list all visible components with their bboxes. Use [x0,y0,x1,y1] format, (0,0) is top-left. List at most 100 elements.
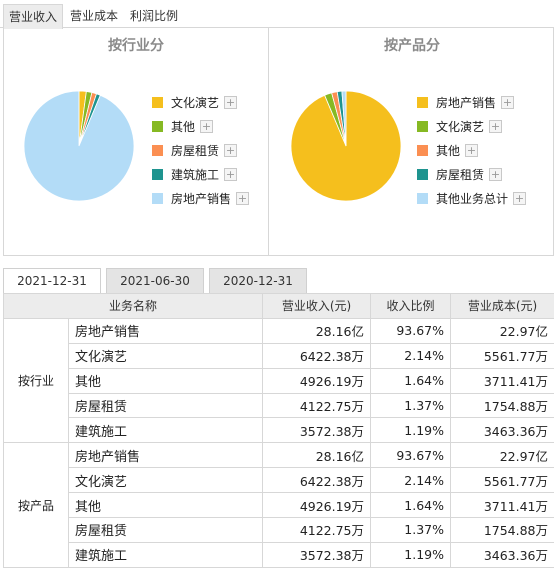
date-tab-2020-12-31[interactable]: 2020-12-31 [209,268,307,293]
industry-pie-chart [23,90,135,202]
legend-swatch [152,169,163,180]
ratio-cell: 2.14% [370,467,452,494]
table-row: 房屋租赁 4122.75万 1.37% 1754.88万 [4,517,554,543]
legend-label: 房屋租赁 [171,144,220,158]
industry-panel: 按行业分 文化演艺 + 其他 + 房屋租赁 + 建筑施工 + 房地产销售 + [4,28,269,255]
cost-cell: 22.97亿 [450,317,554,344]
legend-label: 其他 [171,120,196,134]
revenue-cell: 4926.19万 [262,367,372,394]
business-name-cell: 房屋租赁 [67,392,264,419]
legend-swatch [417,193,428,204]
legend-swatch [152,97,163,108]
cost-cell: 1754.88万 [450,392,554,419]
ratio-cell: 93.67% [370,317,452,344]
cost-cell: 5561.77万 [450,342,554,369]
revenue-cell: 6422.38万 [262,467,372,494]
business-name-cell: 文化演艺 [67,467,264,494]
tab-cost[interactable]: 营业成本 [69,9,118,23]
cost-cell: 3711.41万 [450,367,554,394]
revenue-cell: 3572.38万 [262,417,372,444]
chart-panels: 按行业分 文化演艺 + 其他 + 房屋租赁 + 建筑施工 + 房地产销售 + 按产品分 房地产销售… [3,28,554,256]
tab-profit-ratio[interactable]: 利润比例 [129,9,178,23]
tab-revenue[interactable]: 营业收入 [3,4,63,29]
expand-plus-icon[interactable]: + [200,120,213,133]
legend-swatch [417,97,428,108]
revenue-cell: 4926.19万 [262,492,372,519]
expand-plus-icon[interactable]: + [513,192,526,205]
table-row: 其他 4926.19万 1.64% 3711.41万 [4,367,554,394]
date-tab-2021-12-31[interactable]: 2021-12-31 [3,268,101,294]
table-row: 建筑施工 3572.38万 1.19% 3463.36万 [4,417,554,444]
cost-cell: 22.97亿 [450,442,554,469]
ratio-cell: 1.19% [370,541,452,568]
revenue-cell: 28.16亿 [262,442,372,469]
ratio-cell: 93.67% [370,442,452,469]
header-cost: 营业成本(元) [450,293,554,319]
ratio-cell: 2.14% [370,342,452,369]
business-name-cell: 房屋租赁 [67,517,264,543]
legend-label: 房地产销售 [171,192,232,206]
ratio-cell: 1.37% [370,392,452,419]
legend-swatch [417,121,428,132]
revenue-cell: 28.16亿 [262,317,372,344]
expand-plus-icon[interactable]: + [236,192,249,205]
legend-swatch [152,145,163,156]
product-pie-chart [290,90,402,202]
business-name-cell: 建筑施工 [67,417,264,444]
cost-cell: 3711.41万 [450,492,554,519]
group-label: 按行业 [3,317,69,444]
table-row: 建筑施工 3572.38万 1.19% 3463.36万 [4,541,554,568]
legend-label: 其他 [436,144,461,158]
expand-plus-icon[interactable]: + [224,96,237,109]
industry-legend: 文化演艺 + 其他 + 房屋租赁 + 建筑施工 + 房地产销售 + [152,95,267,215]
top-tab-bar: 营业收入 营业成本 利润比例 [0,4,554,29]
legend-swatch [417,145,428,156]
ratio-cell: 1.64% [370,492,452,519]
revenue-breakdown-table: 业务名称 营业收入(元) 收入比例 营业成本(元) 按行业 房地产销售 28.16亿… [2,293,554,568]
legend-swatch [152,121,163,132]
cost-cell: 3463.36万 [450,417,554,444]
legend-label: 文化演艺 [171,96,220,110]
expand-plus-icon[interactable]: + [224,168,237,181]
revenue-cell: 4122.75万 [262,517,372,543]
revenue-cell: 3572.38万 [262,541,372,568]
product-legend: 房地产销售 + 文化演艺 + 其他 + 房屋租赁 + 其他业务总计 + [417,95,547,215]
expand-plus-icon[interactable]: + [489,120,502,133]
legend-swatch [152,193,163,204]
legend-label: 建筑施工 [171,168,220,182]
business-name-cell: 其他 [67,367,264,394]
legend-label: 房地产销售 [436,96,497,110]
business-name-cell: 建筑施工 [67,541,264,568]
industry-pie-slice[interactable] [23,90,135,202]
business-name-cell: 其他 [67,492,264,519]
product-panel: 按产品分 房地产销售 + 文化演艺 + 其他 + 房屋租赁 + 其他业务总计 + [269,28,554,255]
table-row: 文化演艺 6422.38万 2.14% 5561.77万 [4,342,554,369]
revenue-cell: 6422.38万 [262,342,372,369]
table-body: 按行业 房地产销售 28.16亿 93.67% 22.97亿 文化演艺 6422.38万 2.… [3,317,554,568]
revenue-cell: 4122.75万 [262,392,372,419]
business-name-cell: 文化演艺 [67,342,264,369]
expand-plus-icon[interactable]: + [501,96,514,109]
business-name-cell: 房地产销售 [67,317,264,344]
legend-label: 文化演艺 [436,120,485,134]
ratio-cell: 1.37% [370,517,452,543]
expand-plus-icon[interactable]: + [465,144,478,157]
legend-label: 其他业务总计 [436,192,509,206]
table-header-row: 业务名称 营业收入(元) 收入比例 营业成本(元) [2,293,554,319]
table-row: 按行业 房地产销售 28.16亿 93.67% 22.97亿 [3,317,554,444]
table-row: 文化演艺 6422.38万 2.14% 5561.77万 [4,467,554,494]
table-row: 按产品 房地产销售 28.16亿 93.67% 22.97亿 [3,442,554,568]
date-tab-2021-06-30[interactable]: 2021-06-30 [106,268,204,293]
legend-label: 房屋租赁 [436,168,485,182]
header-revenue-ratio: 收入比例 [370,293,452,319]
industry-panel-title: 按行业分 [108,38,164,54]
legend-swatch [417,169,428,180]
header-business-name: 业务名称 [2,293,264,319]
product-pie-slice[interactable] [341,90,347,147]
header-revenue: 营业收入(元) [262,293,372,319]
ratio-cell: 1.19% [370,417,452,444]
cost-cell: 3463.36万 [450,541,554,568]
table-row: 房屋租赁 4122.75万 1.37% 1754.88万 [4,392,554,419]
expand-plus-icon[interactable]: + [224,144,237,157]
expand-plus-icon[interactable]: + [489,168,502,181]
